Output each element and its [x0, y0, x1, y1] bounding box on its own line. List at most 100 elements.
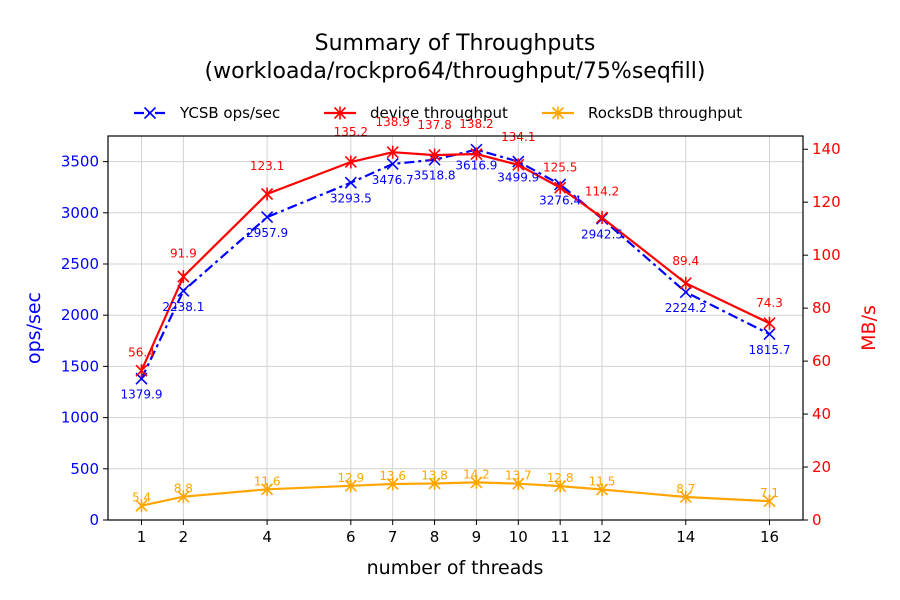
- y-right-tick-label: 40: [812, 405, 831, 423]
- data-label: 11.5: [589, 475, 616, 489]
- x-tick-label: 7: [388, 528, 398, 546]
- data-point: [428, 476, 441, 490]
- data-point: [512, 158, 525, 172]
- y-left-tick-label: 3000: [61, 204, 99, 222]
- data-label: 134.1: [501, 130, 535, 144]
- x-tick-label: 1: [137, 528, 147, 546]
- data-label: 3293.5: [330, 192, 372, 206]
- data-point: [261, 482, 274, 496]
- data-label: 1815.7: [749, 343, 791, 357]
- legend-marker: [143, 106, 157, 120]
- data-point: [344, 176, 357, 189]
- data-label: 11.6: [254, 474, 281, 488]
- legend-label: YCSB ops/sec: [179, 104, 280, 122]
- data-point: [344, 479, 357, 493]
- data-label: 8.7: [676, 482, 695, 496]
- y-left-tick-label: 1000: [61, 409, 99, 427]
- legend-item: RocksDB throughput: [542, 104, 742, 122]
- x-tick-label: 9: [472, 528, 482, 546]
- x-tick-label: 12: [592, 528, 611, 546]
- data-label: 5.4: [132, 491, 151, 505]
- data-point: [763, 494, 776, 508]
- data-point: [428, 148, 441, 162]
- data-label: 2942.5: [581, 228, 623, 242]
- legend: YCSB ops/sec device throughput RocksDB thr…: [134, 104, 742, 122]
- y-left-tick-label: 2000: [61, 306, 99, 324]
- data-label: 13.6: [379, 469, 406, 483]
- data-label: 12.8: [547, 471, 574, 485]
- y-right-tick-label: 20: [812, 458, 831, 476]
- y-left-tick-label: 1500: [61, 357, 99, 375]
- data-label: 138.9: [376, 115, 410, 129]
- data-label: 123.1: [250, 159, 284, 173]
- x-tick-label: 2: [179, 528, 189, 546]
- data-point: [386, 145, 399, 159]
- data-label: 3499.9: [497, 171, 539, 185]
- data-label: 3476.7: [372, 173, 414, 187]
- x-tick-label: 6: [346, 528, 356, 546]
- data-point: [763, 316, 776, 330]
- x-tick-label: 10: [509, 528, 528, 546]
- data-label: 3276.4: [539, 193, 581, 207]
- legend-marker: [333, 106, 347, 120]
- data-label: 12.9: [337, 471, 364, 485]
- data-point: [679, 286, 692, 299]
- data-point: [554, 479, 567, 493]
- x-tick-label: 16: [760, 528, 779, 546]
- data-label: 3518.8: [414, 169, 456, 183]
- legend-label: device throughput: [370, 104, 508, 122]
- data-label: 1379.9: [120, 388, 162, 402]
- legend-marker: [551, 106, 565, 120]
- data-label: 56.4: [128, 346, 155, 360]
- y-right-tick-label: 0: [812, 511, 822, 529]
- y-right-tick-label: 80: [812, 299, 831, 317]
- data-label: 8.8: [174, 482, 193, 496]
- data-label: 2957.9: [246, 226, 288, 240]
- data-label: 14.2: [463, 467, 490, 481]
- data-label: 2238.1: [162, 300, 204, 314]
- data-point: [261, 211, 274, 224]
- data-point: [386, 477, 399, 491]
- data-label: 2224.2: [665, 301, 707, 315]
- data-point: [177, 270, 190, 284]
- data-label: 137.8: [417, 118, 451, 132]
- data-label: 114.2: [585, 185, 619, 199]
- data-point: [512, 477, 525, 491]
- data-point: [554, 181, 567, 195]
- legend-label: RocksDB throughput: [588, 104, 742, 122]
- data-point: [261, 187, 274, 201]
- chart-title: Summary of Throughputs: [315, 31, 596, 56]
- x-tick-label: 14: [676, 528, 695, 546]
- y-left-tick-label: 3500: [61, 153, 99, 171]
- x-tick-label: 4: [262, 528, 272, 546]
- series-line-1: [140, 151, 770, 372]
- y-right-tick-label: 120: [812, 193, 841, 211]
- y-right-tick-label: 140: [812, 140, 841, 158]
- data-label: 125.5: [543, 161, 577, 175]
- y-axis-right-label: MB/s: [858, 305, 880, 351]
- chart-subtitle: (workloada/rockpro64/throughput/75%seqfi…: [205, 59, 706, 84]
- data-point: [386, 157, 399, 171]
- y-right-tick-label: 100: [812, 246, 841, 264]
- data-point: [470, 147, 483, 161]
- data-point: [679, 276, 692, 290]
- axes: 1 2 4 6 7 8 9 10 11 12 14 1605001000150020002500300…: [61, 140, 841, 546]
- x-tick-label: 11: [551, 528, 570, 546]
- data-point: [135, 364, 148, 378]
- data-point: [470, 475, 483, 489]
- data-label: 89.4: [672, 254, 699, 268]
- data-point: [595, 483, 609, 497]
- series-line-2: [141, 481, 770, 507]
- data-point: [344, 155, 357, 169]
- y-axis-left-label: ops/sec: [23, 292, 45, 364]
- grid: [108, 136, 803, 521]
- data-label: 7.1: [760, 486, 779, 500]
- series-layer: [135, 143, 776, 513]
- data-label: 135.2: [334, 125, 368, 139]
- data-label: 138.2: [459, 117, 493, 131]
- y-left-tick-label: 2500: [61, 255, 99, 273]
- data-label: 3616.9: [455, 159, 497, 173]
- data-point: [763, 328, 776, 341]
